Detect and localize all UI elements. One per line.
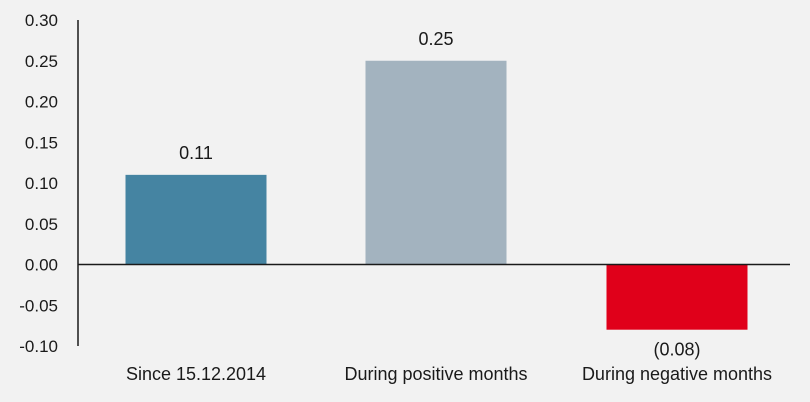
category-label: Since 15.12.2014 — [126, 364, 266, 384]
y-tick-label: 0.20 — [25, 93, 58, 112]
category-label: During negative months — [582, 364, 772, 384]
category-label: During positive months — [344, 364, 527, 384]
data-label: 0.25 — [418, 29, 453, 49]
bar — [125, 174, 267, 265]
y-tick-label: 0.30 — [25, 11, 58, 30]
y-tick-label: -0.05 — [19, 296, 58, 315]
y-tick-label: -0.10 — [19, 337, 58, 356]
y-tick-label: 0.15 — [25, 133, 58, 152]
data-labels: 0.11 0.25 (0.08) — [179, 29, 700, 360]
y-tick-label: 0.00 — [25, 256, 58, 275]
category-labels: Since 15.12.2014 During positive months Du… — [126, 364, 772, 384]
y-tick-label: 0.05 — [25, 215, 58, 234]
y-axis-ticks: 0.30 0.25 0.20 0.15 0.10 0.05 0.00 -0.05 -0.10 — [19, 11, 58, 356]
data-label: (0.08) — [653, 340, 700, 360]
y-tick-label: 0.25 — [25, 52, 58, 71]
data-label: 0.11 — [179, 143, 213, 163]
bars — [125, 60, 748, 330]
bar — [365, 60, 507, 265]
bar — [606, 264, 748, 330]
y-tick-label: 0.10 — [25, 174, 58, 193]
